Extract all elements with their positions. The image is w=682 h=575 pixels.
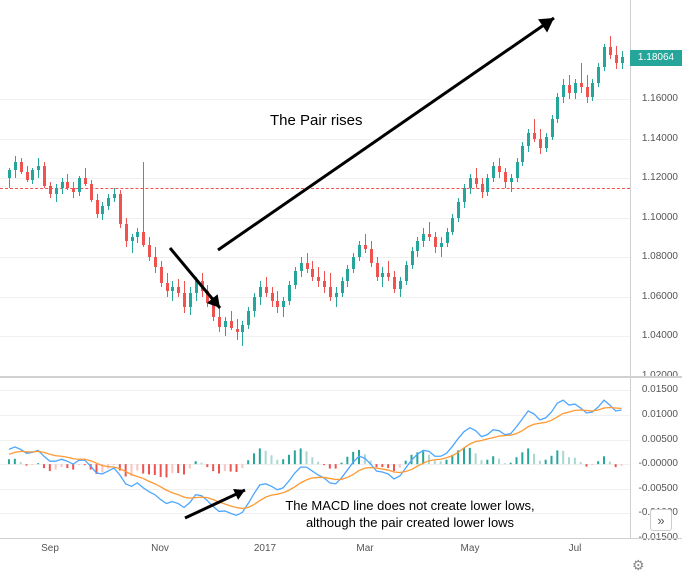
annotation-macd-line1: The MACD line does not create lower lows… bbox=[285, 498, 534, 513]
price-y-axis[interactable]: 1.020001.040001.060001.080001.100001.120… bbox=[630, 0, 682, 376]
price-chart-panel[interactable]: The Pair rises bbox=[0, 0, 682, 376]
current-price-badge: 1.18064 bbox=[630, 50, 682, 66]
reference-line bbox=[0, 188, 630, 189]
annotation-macd-text: The MACD line does not create lower lows… bbox=[260, 498, 560, 532]
annotation-pair-rises: The Pair rises bbox=[270, 112, 363, 129]
chevron-right-icon: » bbox=[657, 513, 664, 528]
scroll-right-button[interactable]: » bbox=[650, 509, 672, 531]
chart-container: The Pair rises 1.020001.040001.060001.08… bbox=[0, 0, 682, 575]
gear-icon[interactable]: ⚙ bbox=[632, 557, 646, 571]
annotation-macd-line2: although the pair created lower lows bbox=[306, 515, 514, 530]
macd-chart-panel[interactable]: The MACD line does not create lower lows… bbox=[0, 378, 682, 538]
time-x-axis[interactable]: SepNov2017MarMayJul ⚙ bbox=[0, 538, 682, 575]
